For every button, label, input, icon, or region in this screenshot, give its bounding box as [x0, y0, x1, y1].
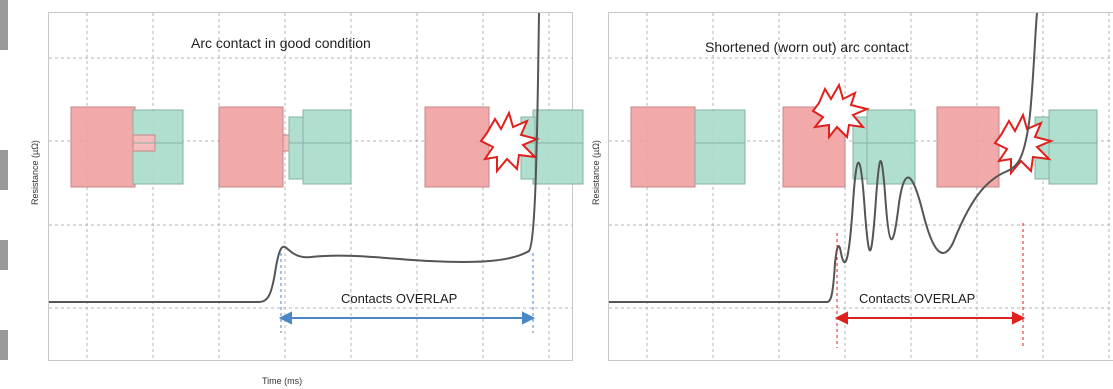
contact-pair-separating	[218, 106, 352, 188]
panel-graphic	[49, 12, 584, 360]
y-axis-label: Resistance (µΩ)	[591, 140, 601, 205]
chart-panel-worn: Shortened (worn out) arc contact Contact…	[608, 12, 1113, 361]
contact-pair-arcing	[424, 106, 584, 188]
contact-pair-closed	[70, 106, 184, 188]
arc-spark-icon	[993, 112, 1055, 176]
window-edge-strip	[0, 150, 8, 190]
panel-graphic	[609, 12, 1113, 360]
contact-pair-arcing	[936, 106, 1098, 188]
overlap-label: Contacts OVERLAP	[341, 291, 458, 306]
panel-title: Shortened (worn out) arc contact	[705, 39, 909, 55]
window-edge-strip	[0, 240, 8, 270]
x-axis-label: Time (ms)	[262, 376, 303, 386]
arc-spark-icon	[479, 110, 541, 174]
overlap-arrow	[834, 311, 1026, 325]
overlap-arrow	[278, 311, 536, 325]
arc-spark-icon	[811, 82, 871, 140]
resistance-curve	[609, 12, 1038, 303]
panel-title: Arc contact in good condition	[191, 35, 371, 51]
resistance-curve	[49, 12, 540, 303]
y-axis-label: Resistance (µΩ)	[30, 140, 40, 205]
window-edge-strip	[0, 0, 8, 50]
contact-pair-closed	[630, 106, 746, 188]
chart-panel-good: Arc contact in good condition Contacts O…	[48, 12, 584, 361]
window-edge-strip	[0, 330, 8, 360]
overlap-label: Contacts OVERLAP	[859, 291, 976, 306]
